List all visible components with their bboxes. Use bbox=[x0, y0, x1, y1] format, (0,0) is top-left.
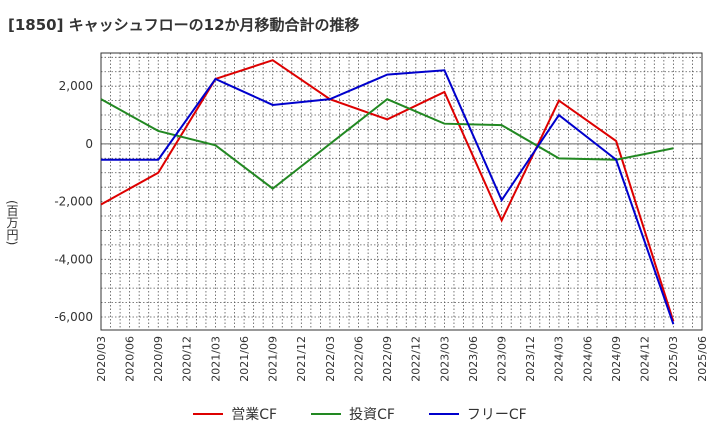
x-tick-label: 2021/06 bbox=[238, 336, 251, 382]
x-tick-label: 2023/06 bbox=[467, 336, 480, 382]
plot-frame bbox=[100, 52, 703, 331]
plot-area bbox=[101, 53, 702, 330]
x-tick-label: 2023/09 bbox=[496, 336, 509, 382]
x-tick-label: 2021/03 bbox=[209, 336, 222, 382]
x-tick-label: 2020/12 bbox=[181, 336, 194, 382]
y-tick-label: -6,000 bbox=[54, 310, 93, 324]
x-tick-label: 2022/09 bbox=[381, 336, 394, 382]
chart-title: [1850] キャッシュフローの12か月移動合計の推移 bbox=[8, 16, 360, 34]
x-tick-label: 2024/12 bbox=[639, 336, 652, 382]
series-line-1 bbox=[100, 59, 675, 322]
x-tick-label: 2023/03 bbox=[438, 336, 451, 382]
y-axis-unit-label: (百万円) bbox=[5, 200, 19, 246]
y-tick-label: -2,000 bbox=[54, 195, 93, 209]
x-tick-label: 2021/12 bbox=[295, 336, 308, 382]
legend-label: 投資CF bbox=[349, 407, 395, 423]
x-tick-label: 2022/03 bbox=[324, 336, 337, 382]
legend-swatch bbox=[428, 413, 459, 415]
legend-swatch bbox=[311, 413, 342, 415]
y-tick-label: 0 bbox=[85, 137, 93, 151]
legend-label: 営業CF bbox=[231, 407, 278, 423]
x-tick-label: 2024/09 bbox=[610, 336, 623, 382]
x-tick-label: 2022/12 bbox=[410, 336, 423, 382]
x-tick-label: 2020/03 bbox=[95, 336, 108, 382]
legend-item-2: 投資CF bbox=[311, 404, 395, 424]
series-line-2 bbox=[100, 98, 674, 190]
legend-item-1: 営業CF bbox=[193, 404, 277, 424]
legend-item-3: フリーCF bbox=[428, 404, 527, 424]
x-tick-label: 2025/03 bbox=[667, 336, 680, 382]
x-tick-label: 2023/12 bbox=[524, 336, 537, 382]
x-tick-label: 2024/03 bbox=[553, 336, 566, 382]
x-tick-label: 2022/06 bbox=[352, 336, 365, 382]
legend: 営業CF 投資CF フリーCF bbox=[0, 404, 720, 424]
legend-swatch bbox=[193, 413, 224, 415]
series-line-3 bbox=[101, 69, 675, 325]
x-tick-label: 2025/06 bbox=[696, 336, 709, 382]
x-tick-label: 2020/06 bbox=[123, 336, 136, 382]
x-tick-label: 2020/09 bbox=[152, 336, 165, 382]
y-tick-label: -4,000 bbox=[54, 252, 93, 266]
x-tick-label: 2024/06 bbox=[581, 336, 594, 382]
y-tick-label: 2,000 bbox=[59, 79, 93, 93]
legend-label: フリーCF bbox=[466, 407, 527, 423]
x-tick-label: 2021/09 bbox=[267, 336, 280, 382]
